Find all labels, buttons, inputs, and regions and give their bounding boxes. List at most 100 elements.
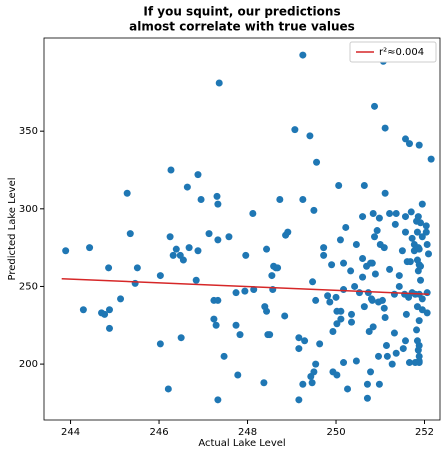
- point: [131, 279, 139, 287]
- point: [378, 296, 386, 304]
- point: [415, 359, 423, 367]
- chart-title: almost correlate with true values: [129, 20, 355, 34]
- point: [340, 359, 348, 367]
- point: [133, 264, 141, 272]
- point: [352, 357, 360, 365]
- point: [369, 209, 377, 217]
- point: [367, 368, 375, 376]
- point: [365, 327, 373, 335]
- point: [344, 385, 352, 393]
- point: [268, 272, 276, 280]
- point: [320, 251, 328, 259]
- point: [382, 341, 390, 349]
- point: [395, 272, 403, 280]
- point: [413, 228, 421, 236]
- point: [169, 251, 177, 259]
- point: [369, 323, 377, 331]
- point: [359, 255, 367, 263]
- point: [284, 228, 292, 236]
- point: [388, 360, 396, 368]
- point: [105, 324, 113, 332]
- point: [406, 258, 414, 266]
- point: [320, 244, 328, 252]
- point: [210, 315, 218, 323]
- point: [337, 307, 345, 315]
- point: [310, 206, 318, 214]
- point: [423, 289, 431, 297]
- point: [291, 126, 299, 134]
- point: [417, 219, 425, 227]
- point: [324, 292, 332, 300]
- point: [401, 337, 409, 345]
- point: [62, 247, 70, 255]
- point: [333, 320, 341, 328]
- point: [423, 309, 431, 317]
- point: [371, 270, 379, 278]
- point: [167, 166, 175, 174]
- point: [415, 141, 423, 149]
- point: [214, 296, 222, 304]
- point: [335, 182, 343, 190]
- point: [381, 124, 389, 132]
- point: [337, 315, 345, 323]
- point: [405, 140, 413, 148]
- point: [86, 244, 94, 252]
- point: [241, 287, 249, 295]
- point: [214, 396, 222, 404]
- legend-box: [349, 41, 437, 63]
- point: [398, 247, 406, 255]
- point: [392, 349, 400, 357]
- point: [415, 341, 423, 349]
- point: [194, 247, 202, 255]
- point: [405, 359, 413, 367]
- point: [266, 331, 274, 339]
- point: [408, 234, 416, 242]
- x-tick-label: 246: [149, 427, 168, 438]
- point: [250, 286, 258, 294]
- point: [329, 327, 337, 335]
- point: [371, 233, 379, 241]
- point: [351, 282, 359, 290]
- point: [156, 272, 164, 280]
- point: [312, 360, 320, 368]
- point: [242, 251, 250, 259]
- point: [413, 326, 421, 334]
- point: [383, 352, 391, 360]
- point: [156, 340, 164, 348]
- point: [340, 259, 348, 267]
- point: [316, 340, 324, 348]
- point: [172, 245, 180, 253]
- point: [360, 303, 368, 311]
- point: [401, 135, 409, 143]
- point: [368, 296, 376, 304]
- point: [355, 289, 363, 297]
- point: [299, 195, 307, 203]
- point: [371, 102, 379, 110]
- point: [105, 306, 113, 314]
- point: [166, 233, 174, 241]
- point: [313, 158, 321, 166]
- point: [192, 276, 200, 284]
- point: [381, 314, 389, 322]
- point: [326, 298, 334, 306]
- point: [391, 220, 399, 228]
- point: [194, 171, 202, 179]
- y-tick-label: 300: [19, 204, 38, 215]
- x-axis-label: Actual Lake Level: [198, 438, 285, 449]
- point: [373, 227, 381, 235]
- point: [407, 208, 415, 216]
- point: [352, 241, 360, 249]
- point: [328, 261, 336, 269]
- point: [360, 182, 368, 190]
- point: [306, 132, 314, 140]
- point: [276, 195, 284, 203]
- point: [417, 276, 425, 284]
- point: [205, 230, 213, 238]
- point: [101, 310, 109, 318]
- point: [295, 334, 303, 342]
- point: [424, 250, 432, 258]
- point: [342, 223, 350, 231]
- point: [234, 371, 242, 379]
- point: [381, 189, 389, 197]
